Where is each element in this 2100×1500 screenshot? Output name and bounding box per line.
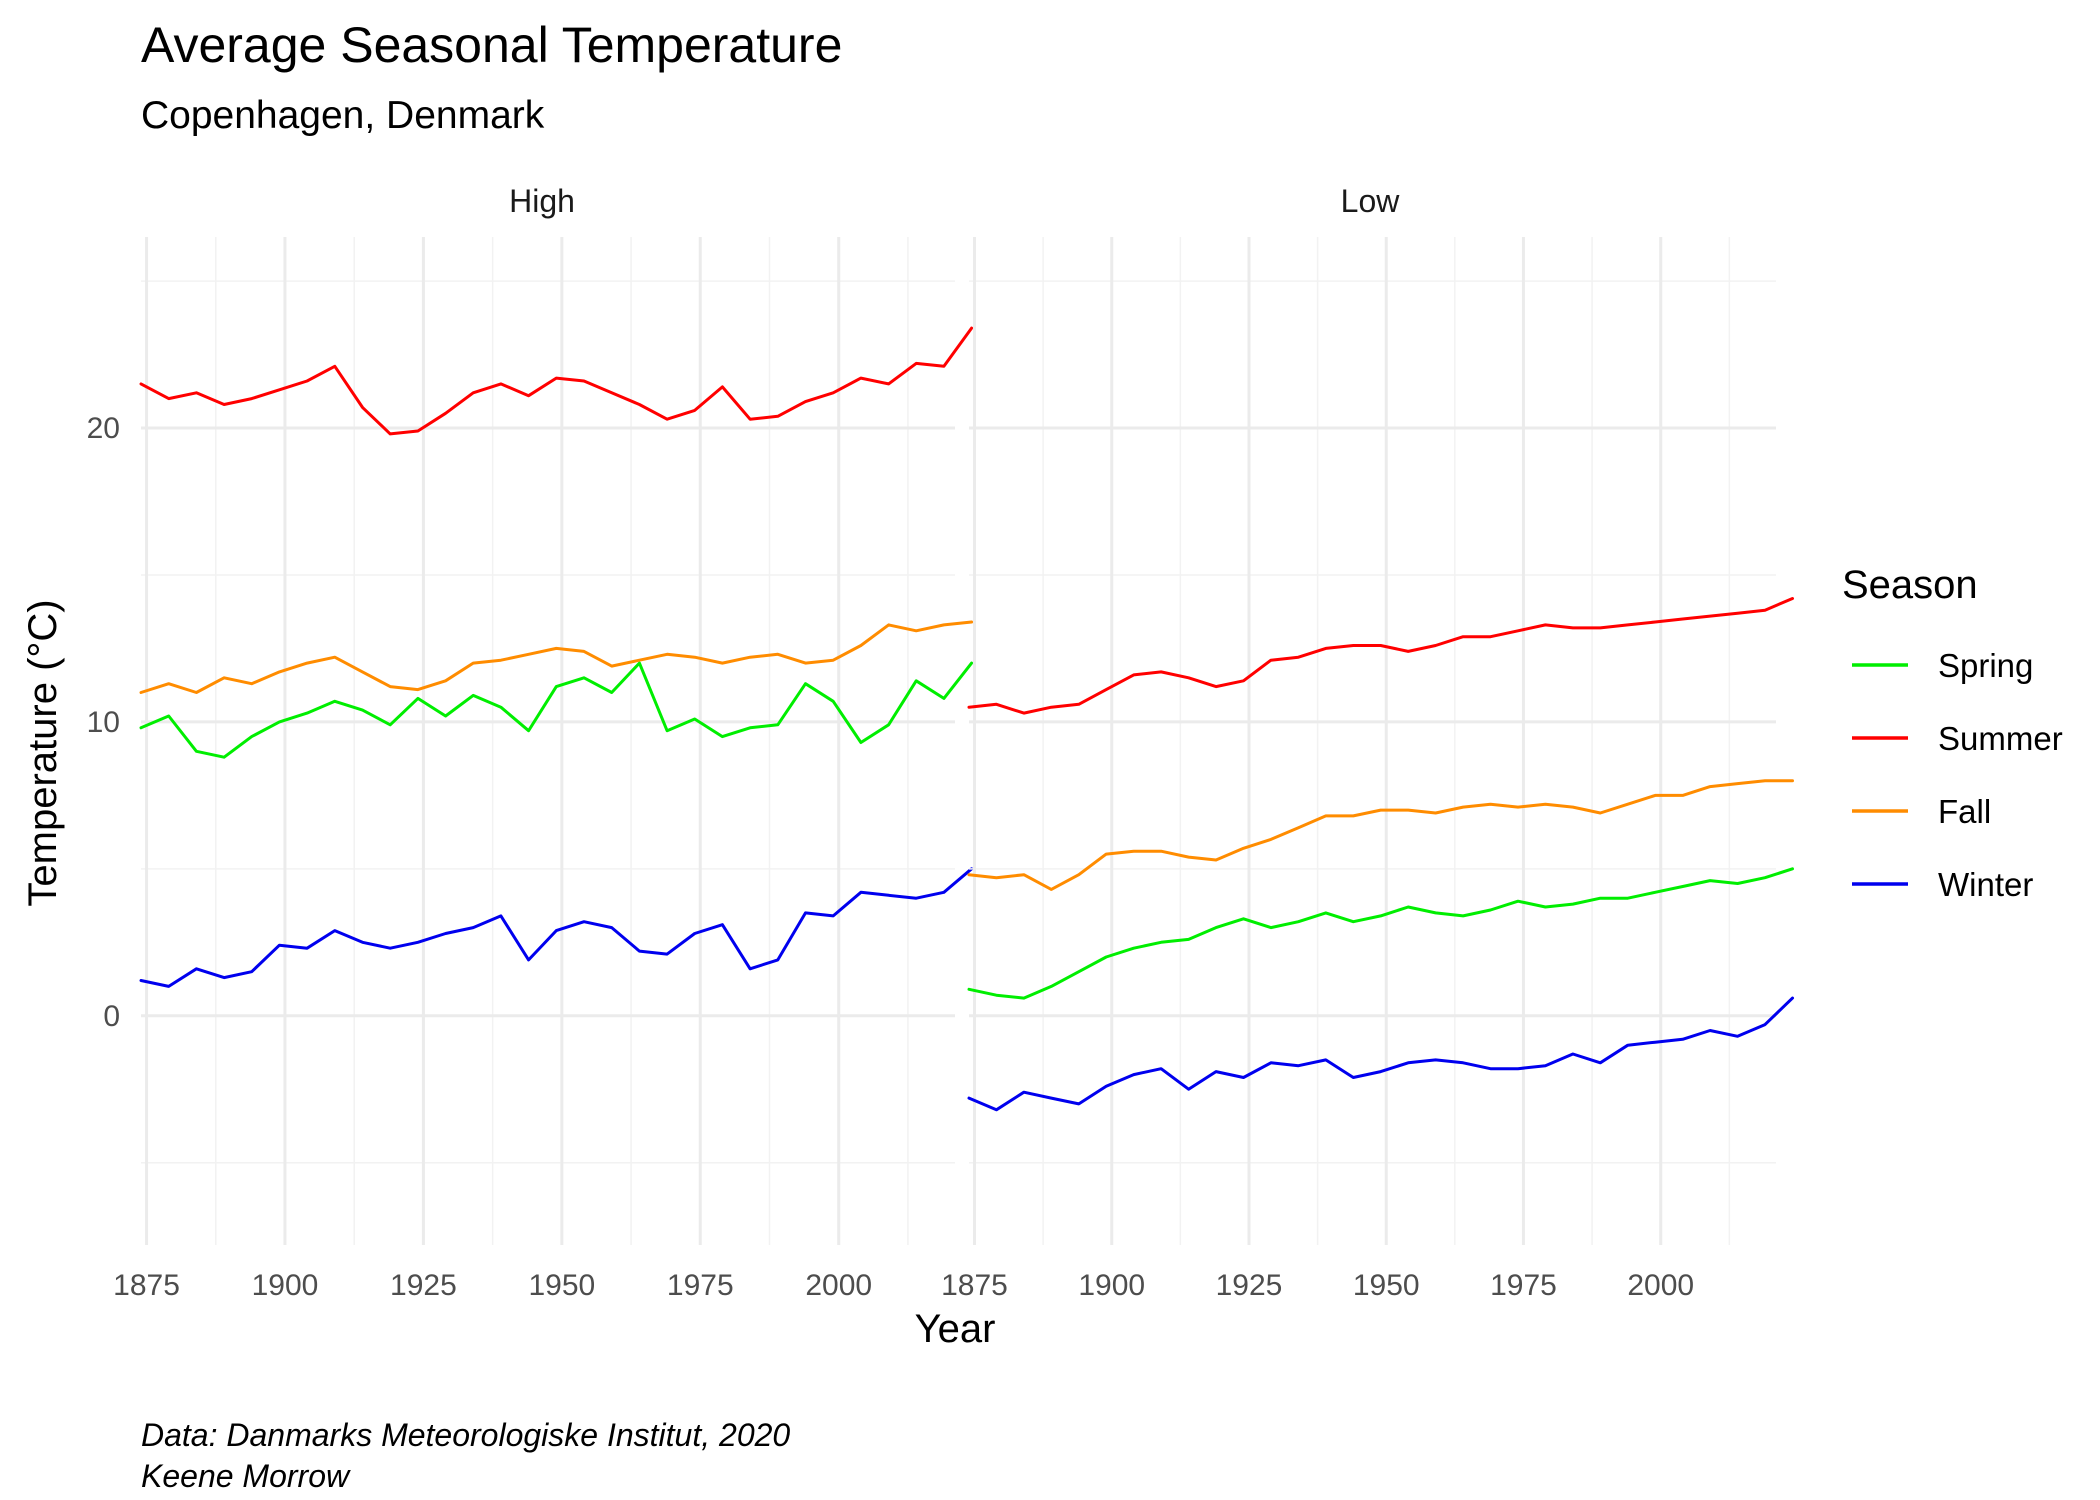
series-line-high-winter bbox=[139, 867, 974, 988]
series-line-low-summer bbox=[967, 597, 1794, 715]
y-tick-label: 0 bbox=[103, 1000, 120, 1033]
facet-panel-low bbox=[967, 237, 1794, 1245]
legend-title: Season bbox=[1842, 563, 1978, 607]
chart-subtitle: Copenhagen, Denmark bbox=[141, 94, 545, 137]
y-tick-label: 20 bbox=[87, 412, 120, 445]
legend-item-summer: Summer bbox=[1852, 720, 2063, 757]
x-axis-title: Year bbox=[915, 1307, 996, 1351]
y-tick-label: 10 bbox=[87, 706, 120, 739]
x-tick-label: 1975 bbox=[667, 1269, 734, 1302]
y-axis-title: Temperature (°C) bbox=[21, 599, 65, 906]
x-tick-label: 1900 bbox=[1078, 1269, 1145, 1302]
series-line-high-summer bbox=[139, 326, 974, 436]
facet-label-low: Low bbox=[1341, 183, 1401, 219]
y-axis-ticks: 0 10 20 bbox=[87, 412, 120, 1033]
x-tick-label: 2000 bbox=[805, 1269, 872, 1302]
series-line-low-fall bbox=[967, 779, 1794, 891]
x-tick-label: 1875 bbox=[113, 1269, 180, 1302]
series-line-low-spring bbox=[967, 867, 1794, 1000]
facet-label-high: High bbox=[509, 183, 575, 219]
legend-entries: Spring Summer Fall Winter bbox=[1852, 647, 2063, 903]
x-tick-label: 1925 bbox=[1216, 1269, 1283, 1302]
legend-label-summer: Summer bbox=[1938, 720, 2063, 757]
x-axis-ticks: 1875 1900 1925 1950 1975 2000 1875 1900 1925 1950… bbox=[113, 1269, 1694, 1302]
series-line-high-spring bbox=[139, 661, 974, 759]
legend-label-spring: Spring bbox=[1938, 647, 2033, 684]
x-tick-label: 2000 bbox=[1627, 1269, 1694, 1302]
series-line-high-fall bbox=[139, 620, 974, 694]
caption-author: Keene Morrow bbox=[141, 1458, 351, 1494]
series-line-low-winter bbox=[967, 996, 1794, 1112]
facet-panel-high bbox=[139, 237, 974, 1245]
legend: Season Spring Summer Fall Winter bbox=[1842, 563, 2063, 903]
legend-item-spring: Spring bbox=[1852, 647, 2033, 684]
chart-title: Average Seasonal Temperature bbox=[141, 17, 842, 73]
legend-item-winter: Winter bbox=[1852, 866, 2033, 903]
x-tick-label: 1950 bbox=[1353, 1269, 1420, 1302]
caption-source: Data: Danmarks Meteorologiske Institut, … bbox=[141, 1417, 790, 1453]
x-tick-label: 1925 bbox=[390, 1269, 457, 1302]
legend-label-fall: Fall bbox=[1938, 793, 1991, 830]
x-tick-label: 1875 bbox=[941, 1269, 1008, 1302]
x-tick-label: 1900 bbox=[252, 1269, 319, 1302]
legend-label-winter: Winter bbox=[1938, 866, 2033, 903]
x-tick-label: 1975 bbox=[1490, 1269, 1557, 1302]
x-tick-label: 1950 bbox=[528, 1269, 595, 1302]
legend-item-fall: Fall bbox=[1852, 793, 1991, 830]
